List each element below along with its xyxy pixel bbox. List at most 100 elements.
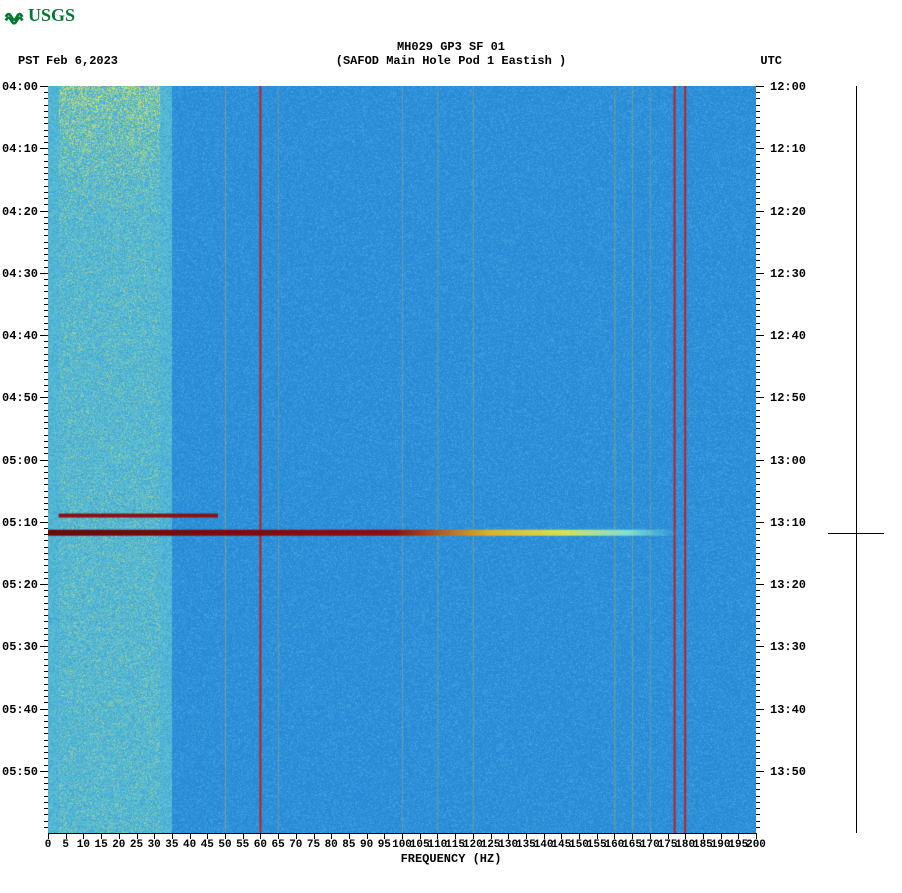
y-tick xyxy=(756,428,760,429)
y-tick xyxy=(756,634,760,635)
y-tick xyxy=(44,447,48,448)
y-left-tick-label: 05:40 xyxy=(2,703,46,717)
y-tick xyxy=(756,167,760,168)
y-tick xyxy=(44,466,48,467)
y-tick xyxy=(756,335,764,336)
y-tick xyxy=(44,403,48,404)
y-tick xyxy=(756,217,760,218)
y-tick xyxy=(756,372,760,373)
y-tick xyxy=(756,254,760,255)
x-tick-label: 10 xyxy=(77,839,90,851)
x-tick-label: 75 xyxy=(307,839,320,851)
y-tick xyxy=(44,777,48,778)
y-tick xyxy=(44,360,48,361)
y-tick xyxy=(44,634,48,635)
y-tick xyxy=(756,509,760,510)
y-tick xyxy=(44,435,48,436)
y-tick xyxy=(44,279,48,280)
x-tick-label: 25 xyxy=(130,839,143,851)
y-tick xyxy=(756,777,760,778)
y-tick xyxy=(756,821,760,822)
y-tick xyxy=(44,814,48,815)
y-tick xyxy=(756,161,760,162)
y-left-tick-label: 04:50 xyxy=(2,391,46,405)
x-tick-label: 85 xyxy=(342,839,355,851)
y-tick xyxy=(44,609,48,610)
y-tick xyxy=(44,503,48,504)
x-tick-label: 70 xyxy=(289,839,302,851)
y-tick xyxy=(44,808,48,809)
spectrogram-plot xyxy=(48,86,756,834)
y-right-tick-label: 13:00 xyxy=(770,454,814,468)
y-tick xyxy=(756,621,760,622)
y-tick xyxy=(756,553,760,554)
y-tick xyxy=(44,316,48,317)
y-tick xyxy=(44,796,48,797)
y-tick xyxy=(756,665,760,666)
y-tick xyxy=(756,316,760,317)
y-tick xyxy=(756,603,760,604)
y-tick xyxy=(44,621,48,622)
y-tick xyxy=(756,354,760,355)
y-tick xyxy=(756,229,760,230)
y-tick xyxy=(44,491,48,492)
y-tick xyxy=(44,198,48,199)
y-tick xyxy=(756,746,760,747)
y-tick xyxy=(44,478,48,479)
y-tick xyxy=(756,715,760,716)
y-tick xyxy=(44,416,48,417)
y-tick xyxy=(44,652,48,653)
y-tick xyxy=(44,565,48,566)
x-tick-label: 40 xyxy=(183,839,196,851)
y-tick xyxy=(44,291,48,292)
y-tick xyxy=(44,192,48,193)
y-right-tick-label: 13:10 xyxy=(770,516,814,530)
y-tick xyxy=(44,428,48,429)
y-tick xyxy=(756,721,760,722)
y-tick xyxy=(44,167,48,168)
y-tick xyxy=(756,516,760,517)
y-tick xyxy=(44,123,48,124)
y-tick xyxy=(756,179,760,180)
y-tick xyxy=(756,559,760,560)
y-right-tick-label: 13:40 xyxy=(770,703,814,717)
y-tick xyxy=(756,341,760,342)
y-right-tick-label: 12:30 xyxy=(770,267,814,281)
y-left-tick-label: 04:30 xyxy=(2,267,46,281)
y-tick xyxy=(756,652,760,653)
y-tick xyxy=(44,354,48,355)
y-tick xyxy=(756,92,760,93)
y-tick xyxy=(44,304,48,305)
y-tick xyxy=(756,478,760,479)
y-tick xyxy=(40,148,48,149)
amplitude-marker xyxy=(828,533,884,534)
y-left-tick-label: 04:40 xyxy=(2,329,46,343)
y-tick xyxy=(44,105,48,106)
y-tick xyxy=(44,671,48,672)
y-tick xyxy=(40,646,48,647)
y-tick xyxy=(756,534,760,535)
y-left-tick-label: 04:10 xyxy=(2,142,46,156)
y-tick xyxy=(44,534,48,535)
y-tick xyxy=(756,578,760,579)
y-tick xyxy=(756,696,760,697)
y-tick xyxy=(756,802,760,803)
y-tick xyxy=(756,235,760,236)
y-tick xyxy=(756,615,760,616)
y-tick xyxy=(756,497,760,498)
y-left-tick-label: 05:10 xyxy=(2,516,46,530)
y-tick xyxy=(44,497,48,498)
y-right-tick-label: 13:30 xyxy=(770,640,814,654)
y-right-tick-label: 12:40 xyxy=(770,329,814,343)
y-tick xyxy=(756,491,760,492)
y-tick xyxy=(44,484,48,485)
y-right-tick-label: 13:20 xyxy=(770,578,814,592)
y-tick xyxy=(756,105,760,106)
y-tick xyxy=(756,142,760,143)
y-tick xyxy=(756,148,764,149)
y-tick xyxy=(756,285,760,286)
y-tick xyxy=(756,740,760,741)
date-label: Feb 6,2023 xyxy=(46,54,118,68)
y-right-tick-label: 13:50 xyxy=(770,765,814,779)
y-tick xyxy=(756,727,760,728)
